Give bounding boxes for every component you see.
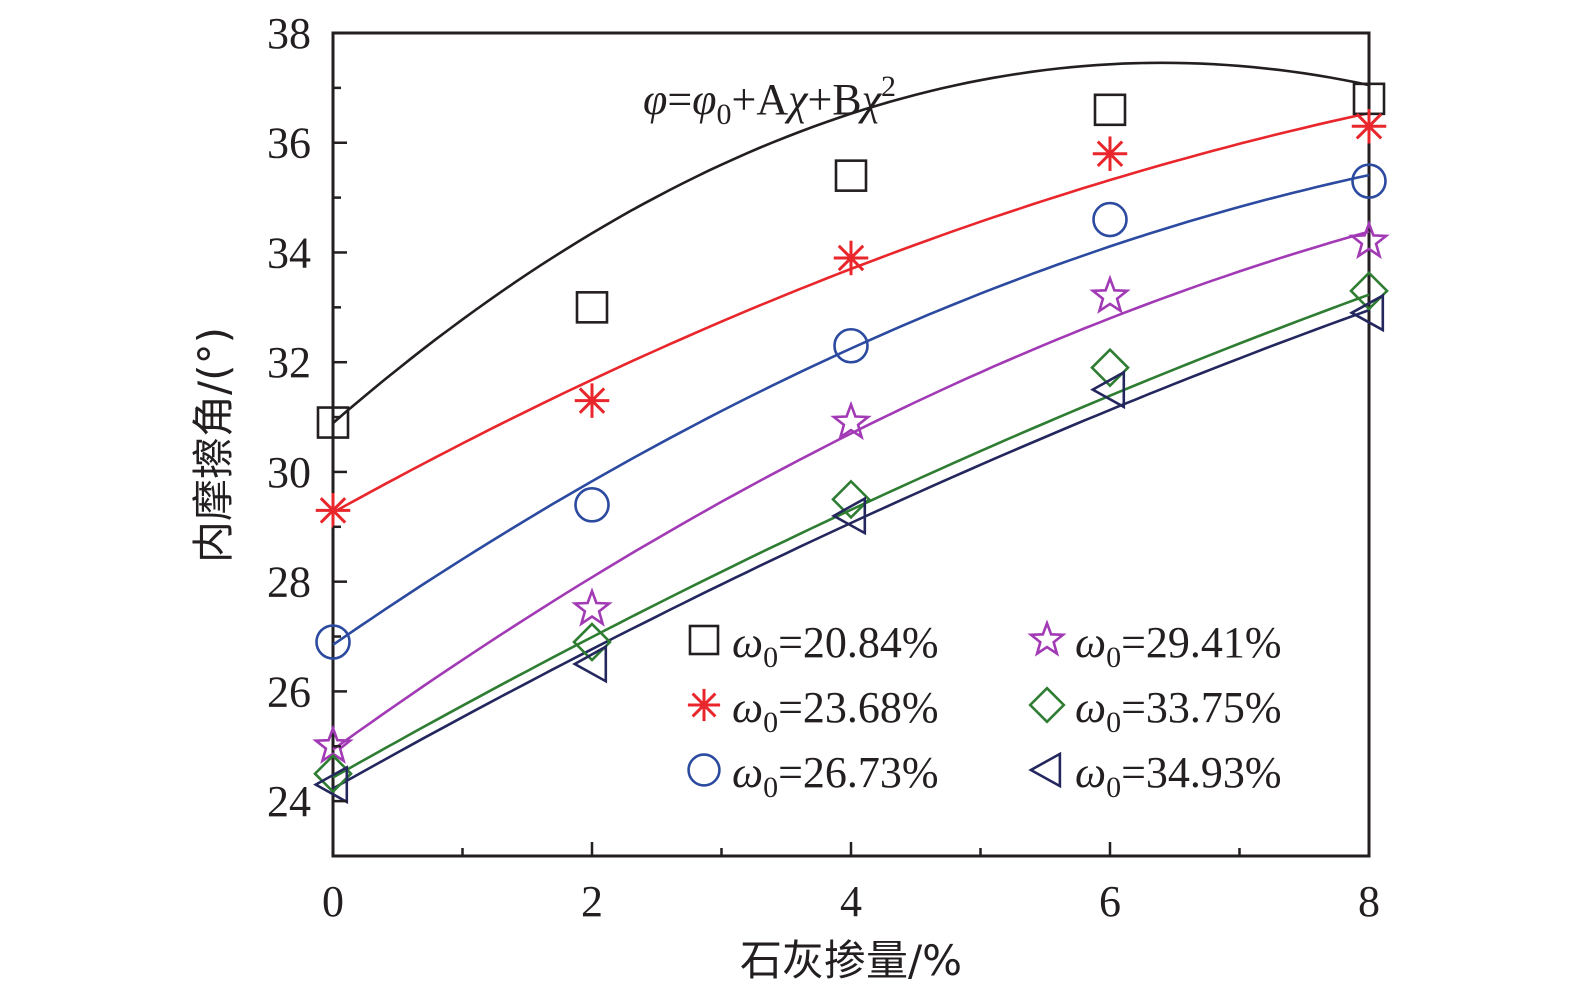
data-point-series-1: [834, 159, 868, 192]
legend-item-4: ω0=29.41%: [1027, 618, 1282, 674]
data-point-series-3: [1092, 201, 1128, 238]
formula-phi0: φ: [692, 75, 716, 124]
data-point-series-1: [1093, 93, 1127, 127]
data-points: [312, 82, 1390, 805]
plot-frame: [331, 31, 1371, 858]
fit-curves: [332, 61, 1370, 790]
y-tick-label: 24: [267, 777, 311, 826]
data-point-series-4: [830, 400, 872, 441]
y-tick-label: 30: [267, 448, 311, 497]
data-point-series-3: [833, 327, 869, 364]
x-tick-label: 0: [322, 877, 344, 926]
data-point-series-5: [1090, 347, 1130, 388]
legend-item-6: ω0=34.93%: [1028, 748, 1282, 804]
data-point-series-4: [312, 724, 354, 764]
formula-annotation: φ=φ0+Aχ+Bχ2: [643, 70, 896, 131]
data-point-series-3: [1351, 163, 1387, 199]
data-point-series-1: [575, 291, 609, 324]
legend-item-1: ω0=20.84%: [688, 618, 939, 674]
data-point-series-2: [574, 383, 610, 418]
data-point-series-4: [1089, 274, 1131, 314]
data-point-series-2: [1092, 136, 1128, 171]
legend: ω0=20.84% ω0=23.68% ω0=26.73% ω0=29.41% ω0=3…: [687, 618, 1282, 804]
formula-chi2: χ: [858, 75, 883, 124]
data-point-series-6: [831, 496, 867, 536]
legend-marker-5: [1028, 686, 1066, 724]
formula-sub0: 0: [717, 98, 732, 131]
data-point-series-1: [316, 406, 350, 439]
legend-item-2: ω0=23.68%: [687, 683, 939, 739]
data-point-series-2: [315, 493, 351, 528]
legend-label-4: ω0=29.41%: [1075, 618, 1282, 674]
y-axis-title: 内摩擦角/(°): [189, 327, 238, 563]
fit-curve-series-6: [332, 308, 1370, 790]
legend-marker-6: [1028, 751, 1062, 789]
data-point-series-6: [313, 765, 349, 805]
data-point-series-4: [571, 587, 613, 627]
formula-sup2: 2: [881, 70, 896, 103]
legend-label-5: ω0=33.75%: [1075, 683, 1282, 739]
data-point-series-6: [1349, 293, 1385, 333]
x-tick-label: 2: [581, 877, 603, 926]
y-tick-label: 32: [267, 338, 311, 387]
data-point-series-5: [572, 622, 612, 662]
fit-curve-series-4: [332, 230, 1370, 751]
data-point-series-2: [833, 240, 869, 276]
formula-eq: =: [667, 75, 692, 124]
fit-curve-series-1: [332, 61, 1370, 425]
data-point-series-3: [315, 624, 351, 660]
legend-marker-1: [688, 624, 720, 656]
x-tick-label: 6: [1099, 877, 1121, 926]
data-point-series-5: [1349, 271, 1389, 311]
x-axis-title: 石灰掺量/%: [740, 936, 962, 985]
legend-item-3: ω0=26.73%: [687, 748, 939, 804]
formula-phi: φ: [643, 75, 667, 124]
y-tick-label: 28: [267, 558, 311, 607]
data-point-series-6: [572, 644, 608, 684]
data-point-series-3: [574, 487, 610, 523]
y-tick-label: 36: [267, 119, 311, 168]
legend-label-6: ω0=34.93%: [1075, 748, 1282, 804]
legend-label-1: ω0=20.84%: [732, 618, 939, 674]
fit-curve-series-3: [332, 173, 1370, 646]
legend-label-2: ω0=23.68%: [732, 683, 939, 739]
data-point-series-4: [1348, 219, 1390, 260]
y-tick-label: 26: [267, 667, 311, 716]
legend-marker-4: [1027, 619, 1067, 657]
y-tick-label: 34: [267, 228, 311, 277]
legend-marker-2: [687, 688, 721, 722]
fit-curve-series-5: [332, 293, 1370, 779]
legend-item-5: ω0=33.75%: [1028, 683, 1282, 739]
data-point-series-6: [1090, 370, 1126, 410]
fit-curve-series-2: [332, 111, 1370, 514]
plot-border: [331, 31, 1371, 858]
formula-b: +B: [807, 75, 861, 124]
legend-label-3: ω0=26.73%: [732, 748, 939, 804]
data-point-series-5: [831, 479, 871, 520]
formula-chi1: χ: [784, 75, 809, 124]
axis-ticks: [331, 31, 1371, 858]
data-point-series-2: [1351, 109, 1387, 144]
formula-a: +A: [732, 75, 789, 124]
y-tick-label: 38: [267, 9, 311, 58]
x-tick-label: 4: [840, 877, 862, 926]
x-tick-label: 8: [1358, 877, 1380, 926]
legend-marker-3: [687, 753, 721, 787]
